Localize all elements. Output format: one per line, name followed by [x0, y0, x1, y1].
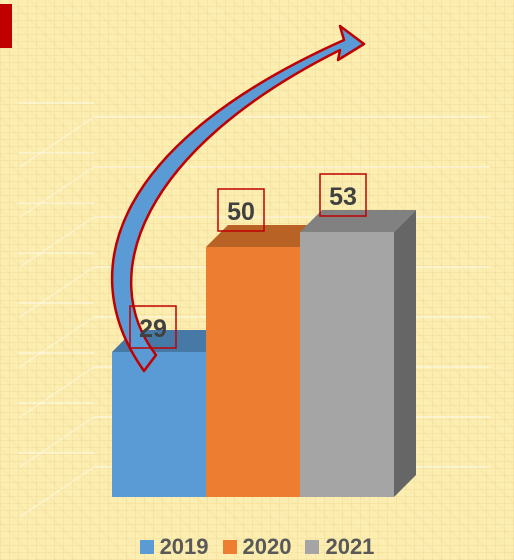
legend-item-2020: 2020 [223, 534, 292, 560]
legend-swatch [140, 540, 154, 554]
legend-swatch [223, 540, 237, 554]
gridline-side [20, 317, 94, 367]
data-label-2020: 50 [227, 198, 255, 226]
legend: 2019 2020 2021 [0, 534, 514, 560]
gridline-side [20, 367, 94, 417]
bar-2020 [206, 247, 300, 497]
bars [112, 210, 416, 497]
gridline-side [20, 267, 94, 317]
legend-label: 2019 [160, 534, 209, 560]
bar-2019 [112, 352, 206, 497]
gridline-side [20, 117, 94, 167]
legend-label: 2021 [325, 534, 374, 560]
legend-swatch [305, 540, 319, 554]
legend-item-2021: 2021 [305, 534, 374, 560]
legend-label: 2020 [243, 534, 292, 560]
bar-2021 [300, 232, 394, 497]
gridline-side [20, 217, 94, 267]
data-label-2019: 29 [139, 315, 167, 343]
gridline-side [20, 417, 94, 467]
gridline-side [20, 467, 94, 517]
legend-item-2019: 2019 [140, 534, 209, 560]
corner-marker [0, 4, 12, 48]
gridline-side [20, 167, 94, 217]
data-label-2021: 53 [329, 183, 357, 211]
bar-side-2021 [394, 210, 416, 497]
